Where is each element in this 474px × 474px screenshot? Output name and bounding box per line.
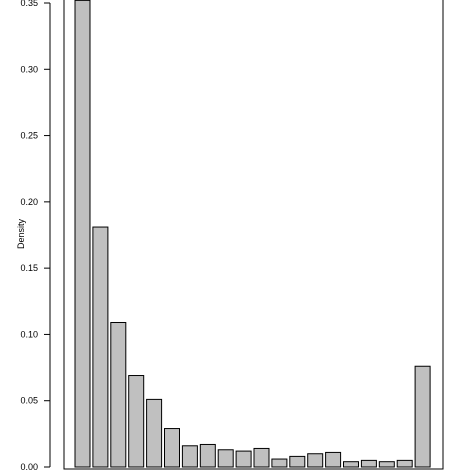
histogram-bar [289,455,306,468]
histogram-bar [181,445,198,468]
y-axis-title: Density [16,218,26,249]
histogram-bar [414,365,431,468]
plot-frame [63,0,444,470]
histogram-bar [217,449,234,468]
histogram-bar [235,450,252,468]
histogram-bar [74,0,91,468]
y-tick-label: 0.00 [20,462,38,472]
histogram-bar [325,451,342,468]
histogram-bar [110,321,127,468]
y-tick-label: 0.15 [20,263,38,273]
histogram-bar [307,453,324,468]
y-axis-ticks: 0.00 0.05 0.10 0.15 0.20 0.25 0.30 0.35 [20,0,50,472]
y-tick-label: 0.20 [20,197,38,207]
histogram-bar [271,458,288,468]
histogram-bar [92,226,109,468]
y-tick-label: 0.05 [20,396,38,406]
y-tick-label: 0.10 [20,329,38,339]
histogram-bar [128,375,145,468]
y-tick-label: 0.25 [20,131,38,141]
histogram-bar [360,459,377,468]
histogram-bar [343,461,359,468]
histogram-bar [378,461,395,468]
histogram-bar [146,398,163,468]
y-tick-label: 0.30 [20,64,38,74]
histogram-bar [396,459,413,468]
histogram-bar [253,447,270,468]
bars-group [74,0,431,468]
histogram-bar [199,443,216,468]
y-tick-label: 0.35 [20,0,38,8]
histogram-bar [164,428,180,468]
